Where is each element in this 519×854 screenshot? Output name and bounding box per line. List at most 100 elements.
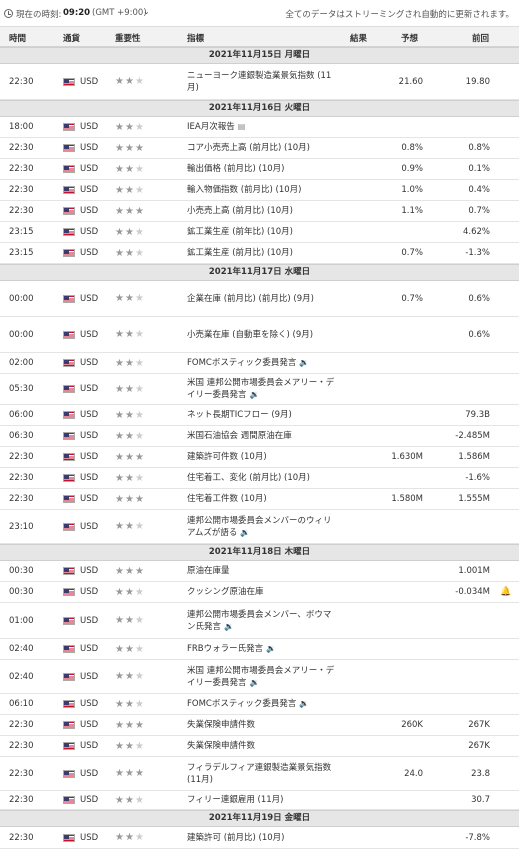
table-row[interactable]: 22:30 USD ★ ★ ★ 輸入物価指数 (前月比) (10月) 1.0% 0.4%	[0, 180, 519, 201]
event-name[interactable]: IEA月次報告 ▤	[187, 117, 337, 137]
table-row[interactable]: 18:00 USD ★ ★ ★ IEA月次報告 ▤	[0, 117, 519, 138]
event-name-text[interactable]: ニューヨーク連銀製造業景気指数 (11月)	[187, 70, 332, 93]
event-name-text[interactable]: 米国 連邦公開市場委員会メアリー・デイリー委員発言 🔉	[187, 665, 335, 688]
event-name[interactable]: 連邦公開市場委員会メンバー、ボウマン氏発言 🔉	[187, 603, 337, 638]
event-name[interactable]: 輸出価格 (前月比) (10月)	[187, 159, 337, 179]
currency: USD	[80, 741, 99, 751]
table-row[interactable]: 06:00 USD ★ ★ ★ ネット長期TICフロー (9月) 79.3B	[0, 405, 519, 426]
event-name[interactable]: 失業保険申請件数	[187, 736, 337, 756]
table-row[interactable]: 22:30 USD ★ ★ ★ フィリー連銀雇用 (11月) 30.7	[0, 791, 519, 810]
event-name[interactable]: FOMCボスティック委員発言 🔉	[187, 694, 337, 714]
event-name-text[interactable]: 鉱工業生産 (前月比) (10月)	[187, 248, 293, 258]
col-currency[interactable]: 通貨	[63, 34, 81, 44]
table-row[interactable]: 23:15 USD ★ ★ ★ 鉱工業生産 (前月比) (10月) 0.7% -1.3%	[0, 243, 519, 264]
event-name[interactable]: 連邦公開市場委員会メンバーのウィリアムズが語る 🔉	[187, 510, 337, 543]
event-name-text[interactable]: FOMCボスティック委員発言 🔉	[187, 699, 310, 709]
table-row[interactable]: 22:30 USD ★ ★ ★ ニューヨーク連銀製造業景気指数 (11月) 21.60 19.…	[0, 64, 519, 100]
timezone-selector[interactable]: (GMT +9:00)	[92, 8, 147, 18]
event-name-text[interactable]: フィリー連銀雇用 (11月)	[187, 795, 284, 805]
event-name[interactable]: コア小売売上高 (前月比) (10月)	[187, 138, 337, 158]
event-name-text[interactable]: 輸出価格 (前月比) (10月)	[187, 164, 285, 174]
event-name[interactable]: ネット長期TICフロー (9月)	[187, 405, 337, 425]
chevron-down-icon[interactable]: ⌄	[143, 7, 150, 16]
event-name-text[interactable]: 米国 連邦公開市場委員会メアリー・デイリー委員発言 🔉	[187, 378, 335, 400]
event-name[interactable]: 小売業在庫 (自動車を除く) (9月)	[187, 317, 337, 352]
event-name[interactable]: 建築許可件数 (10月)	[187, 447, 337, 467]
event-name[interactable]: 失業保険申請件数	[187, 715, 337, 735]
event-name[interactable]: FOMCボスティック委員発言 🔉	[187, 353, 337, 373]
event-name-text[interactable]: 小売売上高 (前月比) (10月)	[187, 206, 293, 216]
table-row[interactable]: 02:40 USD ★ ★ ★ FRBウォラー氏発言 🔉	[0, 639, 519, 660]
event-name[interactable]: 輸入物価指数 (前月比) (10月)	[187, 180, 337, 200]
event-name[interactable]: 小売売上高 (前月比) (10月)	[187, 201, 337, 221]
col-actual[interactable]: 結果	[350, 34, 368, 44]
event-name[interactable]: 住宅着工、変化 (前月比) (10月)	[187, 468, 337, 488]
event-name[interactable]: 米国石油協会 週間原油在庫	[187, 426, 337, 446]
event-name-text[interactable]: 建築許可件数 (10月)	[187, 452, 267, 462]
event-name-text[interactable]: 原油在庫量	[187, 566, 230, 576]
event-name-text[interactable]: 企業在庫 (前月比) (前月比) (9月)	[187, 293, 314, 304]
event-name-text[interactable]: 米国石油協会 週間原油在庫	[187, 431, 292, 441]
alert-cell[interactable]: 🔔	[500, 582, 516, 602]
table-row[interactable]: 01:00 USD ★ ★ ★ 連邦公開市場委員会メンバー、ボウマン氏発言 🔉	[0, 603, 519, 639]
event-name[interactable]: 企業在庫 (前月比) (前月比) (9月)	[187, 281, 337, 316]
event-name-text[interactable]: 輸入物価指数 (前月比) (10月)	[187, 185, 302, 195]
table-row[interactable]: 23:15 USD ★ ★ ★ 鉱工業生産 (前年比) (10月) 4.62%	[0, 222, 519, 243]
event-name-text[interactable]: 小売業在庫 (自動車を除く) (9月)	[187, 329, 314, 340]
event-name-text[interactable]: ネット長期TICフロー (9月)	[187, 410, 292, 420]
event-name-text[interactable]: FOMCボスティック委員発言 🔉	[187, 358, 310, 368]
event-name-text[interactable]: 住宅着工件数 (10月)	[187, 494, 267, 504]
event-name[interactable]: 米国 連邦公開市場委員会メアリー・デイリー委員発言 🔉	[187, 374, 337, 404]
event-name-text[interactable]: コア小売売上高 (前月比) (10月)	[187, 143, 310, 153]
table-row[interactable]: 22:30 USD ★ ★ ★ 建築許可件数 (10月) 1.630M 1.586M	[0, 447, 519, 468]
bell-icon[interactable]: 🔔	[500, 587, 512, 597]
table-row[interactable]: 00:30 USD ★ ★ ★ クッシング原油在庫 -0.034M 🔔	[0, 582, 519, 603]
star-icon: ★	[124, 643, 134, 655]
table-row[interactable]: 00:00 USD ★ ★ ★ 小売業在庫 (自動車を除く) (9月) 0.6%	[0, 317, 519, 353]
table-row[interactable]: 06:10 USD ★ ★ ★ FOMCボスティック委員発言 🔉	[0, 694, 519, 715]
event-name[interactable]: 建築許可 (前月比) (10月)	[187, 827, 337, 848]
table-row[interactable]: 00:30 USD ★ ★ ★ 原油在庫量 1.001M	[0, 561, 519, 582]
event-name[interactable]: 鉱工業生産 (前月比) (10月)	[187, 243, 337, 263]
table-row[interactable]: 22:30 USD ★ ★ ★ フィラデルフィア連銀製造業景気指数 (11月) 24.0 23…	[0, 757, 519, 791]
table-row[interactable]: 22:30 USD ★ ★ ★ 失業保険申請件数 260K 267K	[0, 715, 519, 736]
event-name[interactable]: 住宅着工件数 (10月)	[187, 489, 337, 509]
event-name-text[interactable]: クッシング原油在庫	[187, 587, 264, 597]
col-time[interactable]: 時間	[9, 34, 27, 44]
col-event[interactable]: 指標	[187, 34, 205, 44]
event-name-text[interactable]: フィラデルフィア連銀製造業景気指数 (11月)	[187, 762, 332, 785]
event-name-text[interactable]: 住宅着工、変化 (前月比) (10月)	[187, 473, 310, 483]
event-name-text[interactable]: FRBウォラー氏発言 🔉	[187, 644, 277, 654]
col-previous[interactable]: 前回	[472, 34, 490, 44]
event-name[interactable]: 原油在庫量	[187, 561, 337, 581]
table-row[interactable]: 22:30 USD ★ ★ ★ 住宅着工、変化 (前月比) (10月) -1.6%	[0, 468, 519, 489]
event-name-text[interactable]: 建築許可 (前月比) (10月)	[187, 832, 285, 843]
table-row[interactable]: 22:30 USD ★ ★ ★ 建築許可 (前月比) (10月) -7.8%	[0, 827, 519, 849]
event-name-text[interactable]: 失業保険申請件数	[187, 741, 256, 751]
event-name-text[interactable]: 連邦公開市場委員会メンバーのウィリアムズが語る 🔉	[187, 515, 332, 538]
event-name-text[interactable]: IEA月次報告 ▤	[187, 122, 246, 132]
event-name[interactable]: クッシング原油在庫	[187, 582, 337, 602]
table-row[interactable]: 22:30 USD ★ ★ ★ 住宅着工件数 (10月) 1.580M 1.555M	[0, 489, 519, 510]
table-row[interactable]: 06:30 USD ★ ★ ★ 米国石油協会 週間原油在庫 -2.485M	[0, 426, 519, 447]
event-name[interactable]: ニューヨーク連銀製造業景気指数 (11月)	[187, 64, 337, 99]
table-row[interactable]: 02:40 USD ★ ★ ★ 米国 連邦公開市場委員会メアリー・デイリー委員発言 🔉	[0, 660, 519, 694]
event-name[interactable]: 鉱工業生産 (前年比) (10月)	[187, 222, 337, 242]
table-row[interactable]: 22:30 USD ★ ★ ★ 失業保険申請件数 267K	[0, 736, 519, 757]
event-name[interactable]: FRBウォラー氏発言 🔉	[187, 639, 337, 659]
table-row[interactable]: 23:10 USD ★ ★ ★ 連邦公開市場委員会メンバーのウィリアムズが語る 🔉	[0, 510, 519, 544]
event-name[interactable]: フィリー連銀雇用 (11月)	[187, 791, 337, 809]
table-row[interactable]: 22:30 USD ★ ★ ★ 輸出価格 (前月比) (10月) 0.9% 0.1%	[0, 159, 519, 180]
col-forecast[interactable]: 予想	[401, 34, 419, 44]
event-name-text[interactable]: 鉱工業生産 (前年比) (10月)	[187, 227, 293, 237]
table-row[interactable]: 02:00 USD ★ ★ ★ FOMCボスティック委員発言 🔉	[0, 353, 519, 374]
event-name[interactable]: 米国 連邦公開市場委員会メアリー・デイリー委員発言 🔉	[187, 660, 337, 693]
event-name[interactable]: フィラデルフィア連銀製造業景気指数 (11月)	[187, 757, 337, 790]
table-row[interactable]: 00:00 USD ★ ★ ★ 企業在庫 (前月比) (前月比) (9月) 0.7% 0.6%	[0, 281, 519, 317]
col-importance[interactable]: 重要性	[115, 34, 141, 44]
table-row[interactable]: 22:30 USD ★ ★ ★ 小売売上高 (前月比) (10月) 1.1% 0.7%	[0, 201, 519, 222]
table-row[interactable]: 22:30 USD ★ ★ ★ コア小売売上高 (前月比) (10月) 0.8% 0.8%	[0, 138, 519, 159]
table-row[interactable]: 05:30 USD ★ ★ ★ 米国 連邦公開市場委員会メアリー・デイリー委員発言 🔉	[0, 374, 519, 405]
event-name-text[interactable]: 失業保険申請件数	[187, 720, 256, 730]
event-name-text[interactable]: 連邦公開市場委員会メンバー、ボウマン氏発言 🔉	[187, 609, 332, 632]
